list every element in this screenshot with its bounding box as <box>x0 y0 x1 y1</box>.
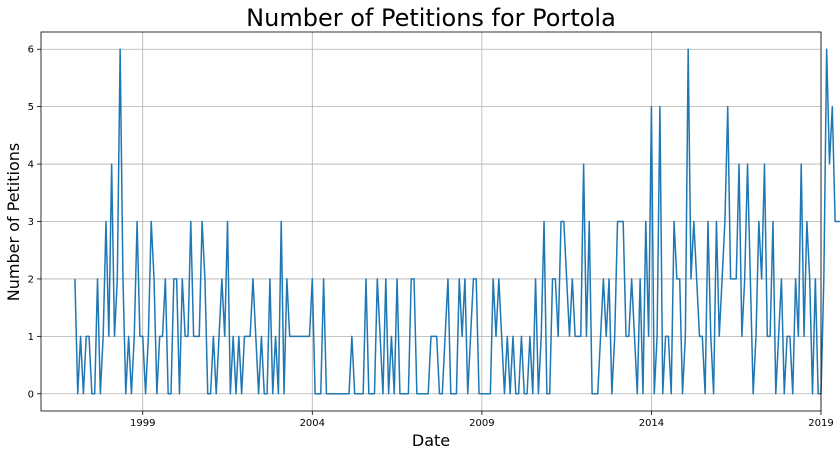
chart-title: Number of Petitions for Portola <box>246 4 616 32</box>
x-tick-label: 2019 <box>808 418 833 429</box>
y-tick-label: 3 <box>28 217 34 228</box>
y-tick-label: 2 <box>28 274 34 285</box>
series-layer <box>74 48 840 395</box>
x-tick-label: 2004 <box>300 418 325 429</box>
x-tick-label: 2009 <box>469 418 494 429</box>
y-tick-label: 6 <box>28 45 34 56</box>
x-tick-label: 1999 <box>130 418 155 429</box>
y-axis-label: Number of Petitions <box>4 143 23 302</box>
series-line-0 <box>74 48 840 395</box>
y-tick-label: 4 <box>28 160 34 171</box>
x-tick-label: 2014 <box>639 418 664 429</box>
y-tick-label: 0 <box>28 389 34 400</box>
x-axis-label: Date <box>412 431 450 450</box>
y-tick-label: 1 <box>28 332 34 343</box>
ticks: 0 1 2 3 4 5 6 1999 2004 2009 2014 2019 <box>28 45 834 429</box>
y-tick-label: 5 <box>28 102 34 113</box>
grid <box>41 32 822 411</box>
